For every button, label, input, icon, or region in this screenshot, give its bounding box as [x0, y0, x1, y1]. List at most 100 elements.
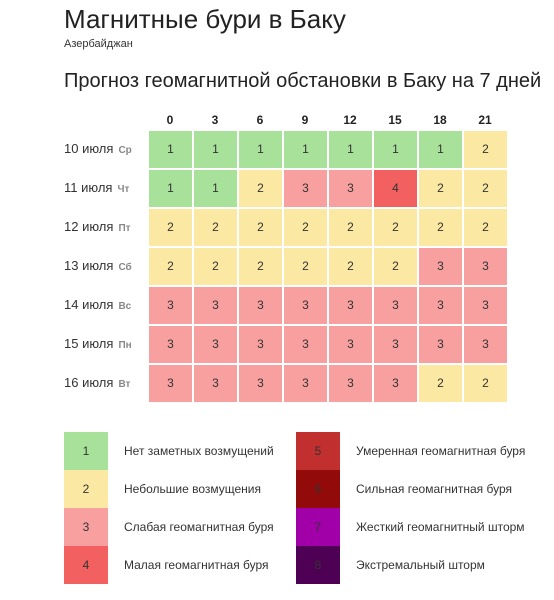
forecast-cell: 3: [328, 325, 373, 364]
forecast-heading: Прогноз геомагнитной обстановки в Баку н…: [64, 70, 542, 92]
hour-header: 3: [211, 113, 219, 127]
hour-header: 0: [166, 113, 174, 127]
forecast-cell: 1: [238, 130, 283, 169]
day-date: 11 июля: [64, 180, 113, 195]
page-title: Магнитные бури в Баку: [64, 4, 346, 34]
forecast-cell: 3: [238, 325, 283, 364]
day-date: 13 июля: [64, 258, 114, 273]
hour-header: 6: [256, 113, 264, 127]
hour-header: 21: [478, 113, 492, 127]
forecast-cell: 2: [463, 208, 508, 247]
forecast-cell: 1: [148, 130, 193, 169]
forecast-cell: 3: [418, 286, 463, 325]
day-date: 12 июля: [64, 219, 114, 234]
forecast-cell: 2: [373, 247, 418, 286]
forecast-cell: 2: [238, 208, 283, 247]
hour-header: 9: [301, 113, 309, 127]
legend-label: Сильная геомагнитная буря: [356, 482, 512, 496]
day-of-week: Ср: [118, 145, 132, 156]
forecast-cell: 3: [193, 325, 238, 364]
legend-swatch: 6: [296, 470, 340, 508]
hour-header: 18: [433, 113, 447, 127]
forecast-cell: 1: [193, 169, 238, 208]
legend-label: Нет заметных возмущений: [124, 444, 274, 458]
forecast-cell: 2: [463, 169, 508, 208]
country-subtitle: Азербайджан: [64, 38, 133, 50]
forecast-cell: 3: [463, 286, 508, 325]
forecast-cell: 4: [373, 169, 418, 208]
legend-swatch: 2: [64, 470, 108, 508]
forecast-cell: 3: [193, 364, 238, 403]
forecast-cell: 1: [283, 130, 328, 169]
legend-swatch: 5: [296, 432, 340, 470]
legend-label: Малая геомагнитная буря: [124, 558, 269, 572]
day-of-week: Вс: [118, 301, 132, 312]
day-label: 13 июля Сб: [64, 247, 132, 285]
day-label: 14 июля Вс: [64, 286, 131, 324]
forecast-cell: 3: [373, 286, 418, 325]
forecast-cell: 3: [148, 364, 193, 403]
forecast-cell: 3: [193, 286, 238, 325]
forecast-cell: 2: [328, 247, 373, 286]
forecast-cell: 2: [373, 208, 418, 247]
legend-label: Экстремальный шторм: [356, 558, 485, 572]
legend-label: Умеренная геомагнитная буря: [356, 444, 526, 458]
day-label: 16 июля Вт: [64, 364, 130, 402]
forecast-cell: 2: [328, 208, 373, 247]
forecast-cell: 2: [418, 364, 463, 403]
legend-swatch: 7: [296, 508, 340, 546]
day-label: 12 июля Пт: [64, 208, 131, 246]
day-of-week: Пт: [118, 223, 131, 234]
forecast-cell: 3: [283, 169, 328, 208]
day-of-week: Чт: [117, 184, 130, 195]
forecast-cell: 3: [328, 364, 373, 403]
day-of-week: Сб: [118, 262, 132, 273]
forecast-cell: 1: [148, 169, 193, 208]
forecast-cell: 1: [418, 130, 463, 169]
forecast-cell: 3: [238, 364, 283, 403]
forecast-cell: 2: [283, 247, 328, 286]
forecast-cell: 1: [373, 130, 418, 169]
forecast-cell: 2: [418, 208, 463, 247]
day-of-week: Вт: [118, 379, 131, 390]
forecast-cell: 3: [418, 325, 463, 364]
day-date: 10 июля: [64, 141, 114, 156]
day-date: 14 июля: [64, 297, 114, 312]
forecast-cell: 3: [463, 325, 508, 364]
forecast-cell: 2: [148, 247, 193, 286]
forecast-cell: 1: [328, 130, 373, 169]
legend-label: Небольшие возмущения: [124, 482, 261, 496]
forecast-cell: 3: [463, 247, 508, 286]
legend-swatch: 8: [296, 546, 340, 584]
legend-label: Жесткий геомагнитный шторм: [356, 520, 525, 534]
day-date: 16 июля: [64, 375, 114, 390]
forecast-cell: 2: [283, 208, 328, 247]
forecast-cell: 2: [238, 169, 283, 208]
forecast-cell: 3: [283, 286, 328, 325]
forecast-cell: 3: [418, 247, 463, 286]
day-date: 15 июля: [64, 336, 114, 351]
day-of-week: Пн: [118, 340, 132, 351]
forecast-cell: 3: [328, 286, 373, 325]
forecast-cell: 3: [148, 286, 193, 325]
legend-swatch: 4: [64, 546, 108, 584]
forecast-cell: 3: [238, 286, 283, 325]
hour-header: 15: [388, 113, 402, 127]
legend-swatch: 1: [64, 432, 108, 470]
forecast-cell: 3: [148, 325, 193, 364]
forecast-cell: 2: [238, 247, 283, 286]
forecast-cell: 2: [418, 169, 463, 208]
forecast-cell: 3: [283, 325, 328, 364]
forecast-cell: 1: [193, 130, 238, 169]
forecast-cell: 3: [283, 364, 328, 403]
forecast-cell: 3: [328, 169, 373, 208]
day-label: 15 июля Пн: [64, 325, 132, 363]
forecast-cell: 3: [373, 325, 418, 364]
legend-label: Слабая геомагнитная буря: [124, 520, 274, 534]
hour-header: 12: [343, 113, 357, 127]
forecast-cell: 3: [373, 364, 418, 403]
day-label: 11 июля Чт: [64, 169, 129, 207]
legend-swatch: 3: [64, 508, 108, 546]
forecast-cell: 2: [463, 364, 508, 403]
forecast-cell: 2: [193, 208, 238, 247]
